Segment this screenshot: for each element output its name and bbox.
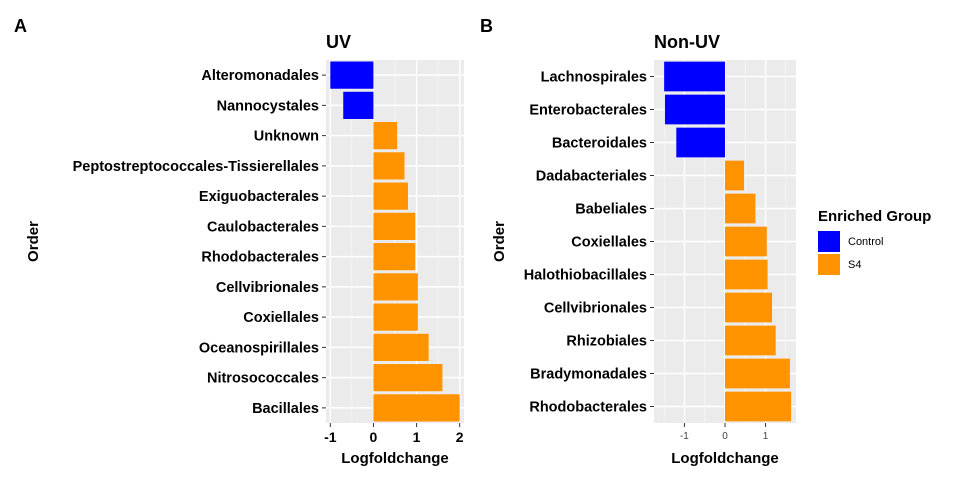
x-tick-label: 1 — [413, 429, 421, 445]
bar-rhodobacterales — [373, 243, 416, 271]
category-label: Rhodobacterales — [201, 250, 319, 266]
bar-enterobacterales — [664, 94, 725, 125]
category-label: Nitrosococcales — [207, 371, 319, 387]
category-label: Halothiobacillales — [524, 268, 647, 284]
x-tick-label: 1 — [763, 431, 769, 442]
bar-babeliales — [725, 193, 756, 224]
x-tick-label: 2 — [456, 429, 464, 445]
category-label: Bacillales — [252, 401, 319, 417]
bar-rhodobacterales — [725, 391, 792, 422]
category-label: Bradymonadales — [530, 367, 647, 383]
legend-label-control: Control — [848, 236, 883, 248]
bar-cellvibrionales — [373, 273, 418, 301]
panel-a-letter: A — [14, 16, 27, 36]
legend-swatch-s4 — [818, 254, 840, 275]
bar-dadabacteriales — [725, 160, 745, 191]
panel-a-x-axis-label: Logfoldchange — [341, 450, 449, 467]
bar-bacillales — [373, 394, 460, 422]
panel-b-x-axis-label: Logfoldchange — [671, 450, 779, 467]
category-label: Enterobacterales — [529, 103, 647, 119]
category-label: Lachnospirales — [541, 70, 647, 86]
bar-peptostreptococcales-tissierellales — [373, 152, 405, 180]
bar-coxiellales — [373, 303, 418, 331]
category-label: Dadabacteriales — [536, 169, 647, 185]
legend: Enriched Group Control S4 — [818, 208, 931, 275]
panel-b-bars — [664, 61, 792, 422]
category-label: Unknown — [254, 129, 319, 145]
bar-halothiobacillales — [725, 259, 768, 290]
x-tick-label: 0 — [370, 429, 378, 445]
bar-rhizobiales — [725, 325, 776, 356]
category-label: Bacteroidales — [552, 136, 647, 152]
panel-b: B Non-UV Lachnospirales Enterobacterales B… — [480, 16, 796, 467]
bar-exiguobacterales — [373, 182, 408, 210]
bar-lachnospirales — [664, 61, 725, 92]
category-label: Alteromonadales — [201, 68, 319, 84]
category-label: Cellvibrionales — [544, 301, 647, 317]
category-label: Exiguobacterales — [199, 189, 319, 205]
legend-title: Enriched Group — [818, 208, 931, 225]
panel-b-category-labels: Lachnospirales Enterobacterales Bacteroida… — [524, 70, 654, 416]
panel-b-x-ticks: -1 0 1 — [680, 423, 769, 442]
bar-oceanospirillales — [373, 333, 429, 361]
category-label: Coxiellales — [571, 235, 647, 251]
panel-a-y-axis-label: Order — [25, 221, 42, 262]
category-label: Rhizobiales — [566, 334, 647, 350]
panel-a-x-ticks: -1 0 1 2 — [324, 423, 464, 445]
bar-unknown — [373, 122, 398, 150]
category-label: Coxiellales — [243, 310, 319, 326]
x-tick-label: 0 — [722, 431, 728, 442]
panel-a-bars — [330, 61, 460, 422]
panel-b-title: Non-UV — [654, 32, 720, 52]
bar-coxiellales — [725, 226, 767, 257]
panel-b-letter: B — [480, 16, 493, 36]
bar-cellvibrionales — [725, 292, 773, 323]
bar-alteromonadales — [330, 61, 374, 89]
x-tick-label: -1 — [680, 431, 689, 442]
category-label: Rhodobacterales — [529, 400, 647, 416]
bar-caulobacterales — [373, 212, 416, 240]
category-label: Cellvibrionales — [216, 280, 319, 296]
bar-nannocystales — [343, 91, 374, 119]
panel-a-title: UV — [326, 32, 351, 52]
panel-a: A UV Alteromonadales Nannocystales Unknown… — [14, 16, 464, 467]
panel-a-category-labels: Alteromonadales Nannocystales Unknown Pepto… — [73, 68, 326, 417]
x-tick-label: -1 — [324, 429, 337, 445]
bar-bradymonadales — [725, 358, 790, 389]
legend-label-s4: S4 — [848, 259, 861, 271]
category-label: Peptostreptococcales-Tissierellales — [73, 159, 319, 175]
category-label: Caulobacterales — [207, 219, 319, 235]
category-label: Oceanospirillales — [199, 340, 319, 356]
category-label: Nannocystales — [217, 98, 319, 114]
panel-b-y-axis-label: Order — [491, 221, 508, 262]
bar-bacteroidales — [676, 127, 725, 158]
category-label: Babeliales — [575, 202, 647, 218]
bar-nitrosococcales — [373, 364, 443, 392]
legend-swatch-control — [818, 231, 840, 252]
